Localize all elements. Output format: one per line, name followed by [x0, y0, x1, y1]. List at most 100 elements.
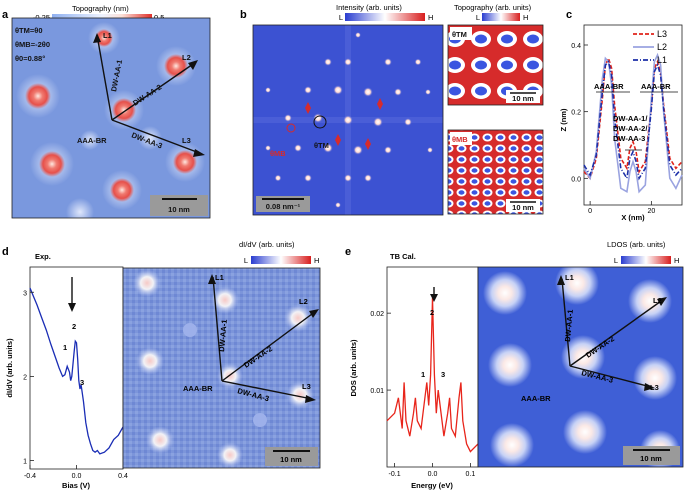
panel-e-xtick-label: -0.1	[389, 471, 401, 478]
panel-d-yticks: 3 2 1	[23, 290, 34, 466]
panel-c-xlabel: X (nm)	[621, 213, 645, 222]
panel-d-ytick-label: 1	[23, 459, 27, 466]
panel-e-tb-label: TB Cal.	[390, 252, 416, 261]
panel-d-center-label: AAA-BR	[183, 384, 213, 393]
panel-d-spectrum	[29, 287, 124, 455]
panel-c-series-l3	[583, 56, 683, 180]
panel-d: d dI/dV (arb. units) L H Exp. 3 2 1 -0.4 0.…	[2, 240, 321, 490]
panel-e-peak-1: 1	[421, 370, 425, 379]
panel-b-peak-2	[365, 138, 371, 150]
panel-c-ytick-label: 0.4	[571, 43, 581, 50]
panel-c-legend-l2: L2	[657, 42, 667, 52]
panel-b-topo-colorbar	[482, 13, 520, 21]
panel-d-colorbar-high: H	[314, 256, 319, 265]
panel-b-colorbar-title: Intensity (arb. units)	[336, 3, 402, 12]
panel-d-colorbar	[251, 256, 311, 264]
panel-e-line-l1: L1	[565, 273, 574, 282]
panel-e-spectrum	[386, 297, 479, 453]
panel-e-ytick-label: 0.01	[370, 388, 384, 395]
panel-d-arrows	[208, 274, 319, 403]
panel-d-peak-1: 1	[63, 343, 67, 352]
panel-e-yticks: 0.02 0.01	[370, 311, 391, 395]
panel-a-colorbar	[52, 14, 152, 21]
panel-c-dw-1: DW-AA-1/	[613, 114, 648, 123]
panel-b-inset-tm-label: θTM	[452, 30, 467, 39]
panel-e-colorbar-title: LDOS (arb. units)	[607, 240, 666, 249]
panel-b-topo-title: Topography (arb. units)	[454, 3, 532, 12]
panel-d-arrow-head	[68, 303, 76, 312]
panel-e-xtick-label: 0.1	[466, 471, 476, 478]
panel-a-line-l1: L1	[103, 31, 112, 40]
panel-c: c L3 L2 L1 AAA-BR AAA-BR DW-AA-1/ DW-AA-…	[559, 9, 683, 222]
panel-e-peak-3: 3	[441, 370, 445, 379]
panel-a-line-l3: L3	[182, 136, 191, 145]
panel-d-xticks: -0.4 0.0 0.4	[24, 465, 128, 480]
panel-c-xtick-label: 20	[647, 208, 655, 215]
panel-b-inset-mb-scale: 10 nm	[512, 203, 534, 212]
panel-d-line-l1: L1	[215, 273, 224, 282]
panel-e-peak-2: 2	[430, 308, 434, 317]
panel-b-theta-mb: θMB	[270, 149, 286, 158]
panel-d-spec-axes	[29, 266, 124, 470]
panel-c-xticks: 0 20	[588, 201, 655, 215]
panel-c-axes	[583, 24, 683, 206]
panel-b-inset-tm-scale: 10 nm	[512, 94, 534, 103]
panel-c-plot	[583, 52, 683, 194]
panel-b-inset-tm: θTM 10 nm	[447, 24, 544, 106]
panel-c-series-l1	[583, 60, 683, 181]
panel-c-legend-l3: L3	[657, 29, 667, 39]
panel-b-peak-4	[305, 102, 311, 114]
panel-a-param-theta0: θ0=0.88°	[15, 54, 45, 63]
panel-b-scale-label: 0.08 nm⁻¹	[266, 202, 301, 211]
panel-d-scale-label: 10 nm	[280, 455, 302, 464]
panel-d-map-spots	[133, 269, 314, 468]
panel-b-topo-low: L	[476, 13, 480, 22]
panel-e-ldos-map	[478, 267, 683, 467]
panel-d-xtick-label: 0.4	[118, 473, 128, 480]
panel-a-colorbar-max: 0.5	[154, 13, 164, 22]
panel-b-circle-mb	[286, 123, 296, 133]
panel-b-fft-map	[253, 25, 443, 215]
panel-e-arrow-head	[430, 294, 438, 302]
panel-b-inset-mb-label: θMB	[452, 135, 468, 144]
panel-d-line-l2: L2	[299, 297, 308, 306]
panel-a-param-tm: θTM=θ0	[15, 26, 43, 35]
panel-b-colorbar-low: L	[339, 13, 343, 22]
panel-b-inset-mb: θMB 10 nm	[447, 129, 544, 215]
panel-c-ylabel: Z (nm)	[559, 108, 568, 131]
panel-d-line-l3: L3	[302, 382, 311, 391]
panel-d-colorbar-low: L	[244, 256, 248, 265]
panel-a-scalebar-box	[150, 195, 208, 216]
panel-e-line-l3: L3	[650, 383, 659, 392]
panel-e-xtick-label: 0.0	[428, 471, 438, 478]
panel-a-label: a	[2, 9, 9, 21]
panel-c-label: c	[566, 9, 572, 21]
panel-e-dw-aa-1: DW-AA-1	[563, 309, 575, 342]
panel-c-xtick-label: 0	[588, 208, 592, 215]
panel-a-center-label: AAA-BR	[77, 136, 107, 145]
panel-e-scale-label: 10 nm	[640, 454, 662, 463]
panel-c-legend: L3 L2 L1	[633, 29, 667, 65]
panel-d-colorbar-title: dI/dV (arb. units)	[239, 240, 295, 249]
panel-d-xtick-label: 0.0	[72, 473, 82, 480]
panel-d-peak-2: 2	[72, 322, 76, 331]
panel-c-peak-left: AAA-BR	[594, 82, 624, 91]
panel-a-arrows	[93, 33, 205, 157]
panel-b-circle-tm	[313, 115, 327, 129]
panel-a-colorbar-min: -0.25	[33, 13, 50, 22]
panel-d-spectrum-line	[29, 287, 124, 455]
panel-b-topo-high: H	[523, 13, 528, 22]
panel-d-ytick-label: 2	[23, 374, 27, 381]
panel-d-xtick-label: -0.4	[24, 473, 36, 480]
panel-e-colorbar-high: H	[674, 256, 679, 265]
panel-a-line-l2: L2	[182, 53, 191, 62]
panel-a-param-mb: θMB=-2θ0	[15, 40, 50, 49]
panel-e-colorbar	[621, 256, 671, 264]
panel-c-yticks: 0.4 0.2 0.0	[571, 43, 588, 183]
panel-a-params-box: θTM=θ0 θMB=-2θ0 θ0=0.88°	[15, 26, 50, 63]
panel-e-xlabel: Energy (eV)	[411, 481, 453, 490]
panel-e-spectrum-line	[386, 297, 479, 453]
panel-c-dw-2: DW-AA-2/	[613, 124, 648, 133]
panel-b-fft-spots	[265, 32, 433, 208]
